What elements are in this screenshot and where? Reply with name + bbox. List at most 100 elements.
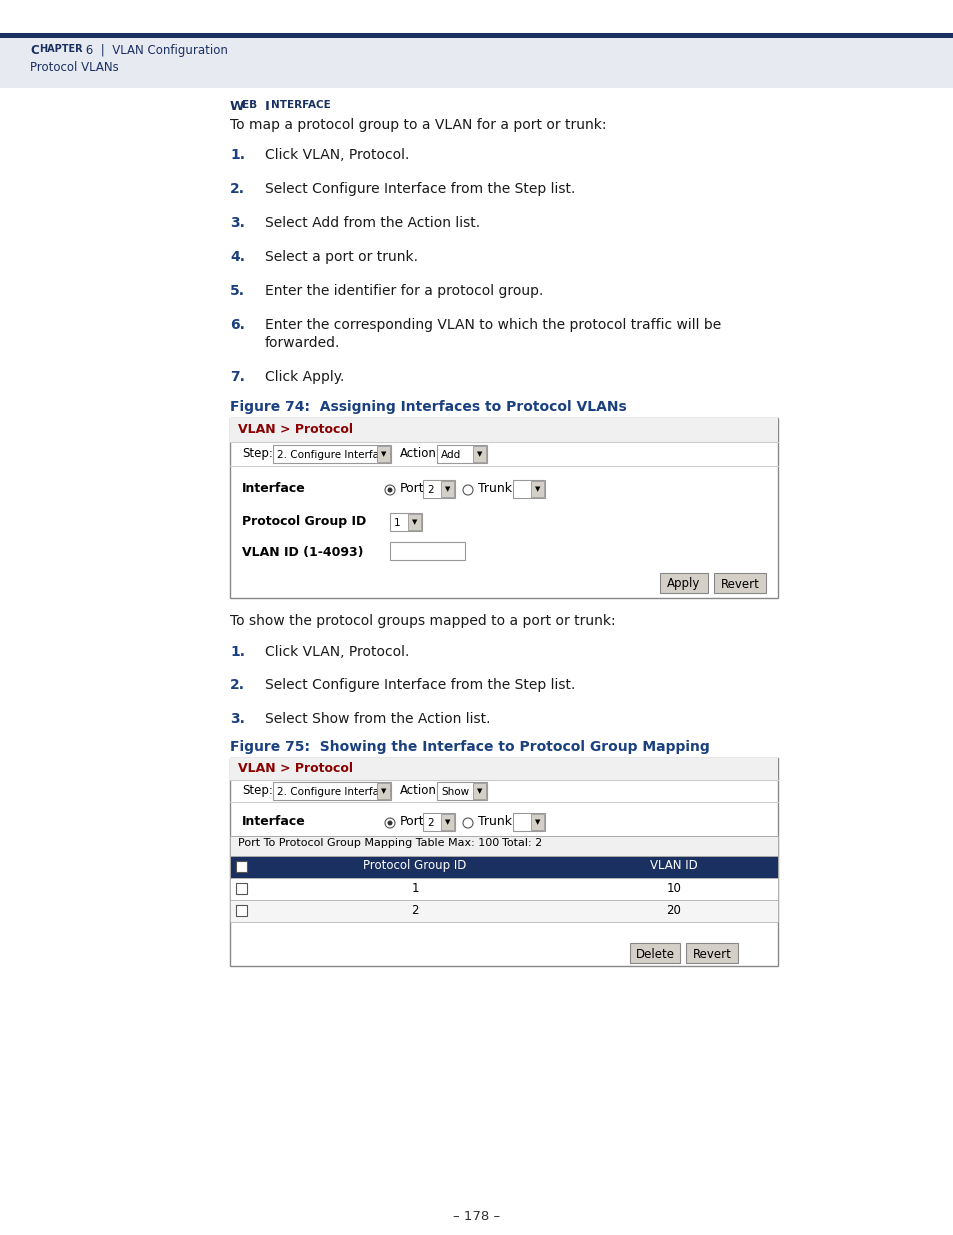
Bar	[230, 836, 778, 856]
Text: Protocol Group ID: Protocol Group ID	[363, 860, 466, 872]
Text: To map a protocol group to a VLAN for a port or trunk:: To map a protocol group to a VLAN for a …	[230, 119, 606, 132]
Text: EB: EB	[242, 100, 257, 110]
Text: Figure 75:  Showing the Interface to Protocol Group Mapping: Figure 75: Showing the Interface to Prot…	[230, 740, 709, 755]
Text: VLAN ID (1-4093): VLAN ID (1-4093)	[242, 546, 363, 559]
Bar	[230, 856, 778, 878]
Text: Max: 100: Max: 100	[448, 839, 498, 848]
Bar	[685, 944, 738, 963]
Text: 1.: 1.	[230, 148, 245, 162]
Bar	[531, 814, 543, 830]
Text: 2.: 2.	[230, 678, 245, 692]
Text: Revert: Revert	[692, 947, 731, 961]
Text: ▼: ▼	[476, 451, 482, 457]
Text: 10: 10	[666, 882, 680, 895]
Bar	[0, 0, 953, 33]
Text: Apply: Apply	[666, 578, 700, 590]
Bar	[390, 542, 464, 559]
Text: Revert: Revert	[720, 578, 759, 590]
Text: Enter the identifier for a protocol group.: Enter the identifier for a protocol grou…	[265, 284, 543, 298]
Text: Click VLAN, Protocol.: Click VLAN, Protocol.	[265, 148, 409, 162]
Text: Protocol Group ID: Protocol Group ID	[242, 515, 366, 529]
Bar	[273, 445, 391, 463]
Bar	[0, 33, 953, 38]
Text: 1: 1	[394, 517, 400, 529]
Text: Interface: Interface	[242, 482, 305, 495]
Text: ▼: ▼	[535, 487, 540, 492]
Text: C: C	[30, 44, 39, 57]
Bar	[376, 446, 390, 462]
Bar	[713, 573, 765, 593]
Text: 2.: 2.	[230, 182, 245, 196]
Bar	[235, 861, 247, 872]
Bar	[408, 514, 420, 530]
Bar	[230, 417, 778, 598]
Bar	[376, 783, 390, 799]
Text: 2. Configure Interface: 2. Configure Interface	[276, 787, 391, 797]
Text: Delete: Delete	[635, 947, 674, 961]
Bar	[531, 480, 543, 496]
Text: 4.: 4.	[230, 249, 245, 264]
Text: ▼: ▼	[535, 819, 540, 825]
Text: ▼: ▼	[381, 451, 386, 457]
Bar	[473, 446, 485, 462]
Text: Select Show from the Action list.: Select Show from the Action list.	[265, 713, 490, 726]
Text: To show the protocol groups mapped to a port or trunk:: To show the protocol groups mapped to a …	[230, 614, 615, 629]
Text: Action:: Action:	[399, 447, 440, 459]
Text: – 178 –: – 178 –	[453, 1210, 500, 1223]
Text: 1.: 1.	[230, 645, 245, 659]
Text: Select Configure Interface from the Step list.: Select Configure Interface from the Step…	[265, 182, 575, 196]
Text: HAPTER: HAPTER	[39, 44, 83, 54]
Bar	[513, 480, 544, 498]
Text: Step:: Step:	[242, 447, 273, 459]
Text: Enter the corresponding VLAN to which the protocol traffic will be: Enter the corresponding VLAN to which th…	[265, 317, 720, 332]
Bar	[513, 813, 544, 831]
Bar	[436, 782, 486, 800]
Text: 20: 20	[666, 904, 680, 918]
Text: Select Configure Interface from the Step list.: Select Configure Interface from the Step…	[265, 678, 575, 692]
Text: Protocol VLANs: Protocol VLANs	[30, 61, 118, 74]
Text: Total: 2: Total: 2	[501, 839, 541, 848]
Circle shape	[387, 488, 392, 493]
Text: Click VLAN, Protocol.: Click VLAN, Protocol.	[265, 645, 409, 659]
Text: Action:: Action:	[399, 784, 440, 797]
Text: Port: Port	[399, 815, 424, 827]
Text: Interface: Interface	[242, 815, 305, 827]
Text: Select Add from the Action list.: Select Add from the Action list.	[265, 216, 479, 230]
Circle shape	[385, 818, 395, 827]
Circle shape	[385, 485, 395, 495]
Bar	[230, 758, 778, 966]
Text: VLAN > Protocol: VLAN > Protocol	[237, 424, 353, 436]
Text: Port: Port	[399, 482, 424, 495]
Text: 7.: 7.	[230, 370, 245, 384]
Text: NTERFACE: NTERFACE	[271, 100, 331, 110]
Text: 3.: 3.	[230, 713, 245, 726]
Text: VLAN > Protocol: VLAN > Protocol	[237, 762, 353, 776]
Text: Trunk: Trunk	[477, 815, 512, 827]
Text: ▼: ▼	[412, 519, 417, 525]
Text: Figure 74:  Assigning Interfaces to Protocol VLANs: Figure 74: Assigning Interfaces to Proto…	[230, 400, 626, 414]
Bar	[0, 38, 953, 88]
Text: ▼: ▼	[445, 487, 450, 492]
Text: 6  |  VLAN Configuration: 6 | VLAN Configuration	[82, 44, 228, 57]
Bar	[473, 783, 485, 799]
Text: ▼: ▼	[476, 788, 482, 794]
Text: Step:: Step:	[242, 784, 273, 797]
Text: Trunk: Trunk	[477, 482, 512, 495]
Bar	[659, 573, 707, 593]
Bar	[440, 480, 454, 496]
Bar	[230, 900, 778, 923]
Text: Add: Add	[440, 450, 460, 459]
Bar	[440, 814, 454, 830]
Text: 5.: 5.	[230, 284, 245, 298]
Circle shape	[462, 485, 473, 495]
Text: 2: 2	[427, 818, 434, 827]
Text: Select a port or trunk.: Select a port or trunk.	[265, 249, 417, 264]
Bar	[230, 878, 778, 900]
Text: Port To Protocol Group Mapping Table: Port To Protocol Group Mapping Table	[237, 839, 444, 848]
Text: 2: 2	[427, 485, 434, 495]
Text: 3.: 3.	[230, 216, 245, 230]
Text: 1: 1	[411, 882, 418, 895]
Bar	[230, 417, 778, 442]
Text: I: I	[265, 100, 270, 112]
Bar	[436, 445, 486, 463]
